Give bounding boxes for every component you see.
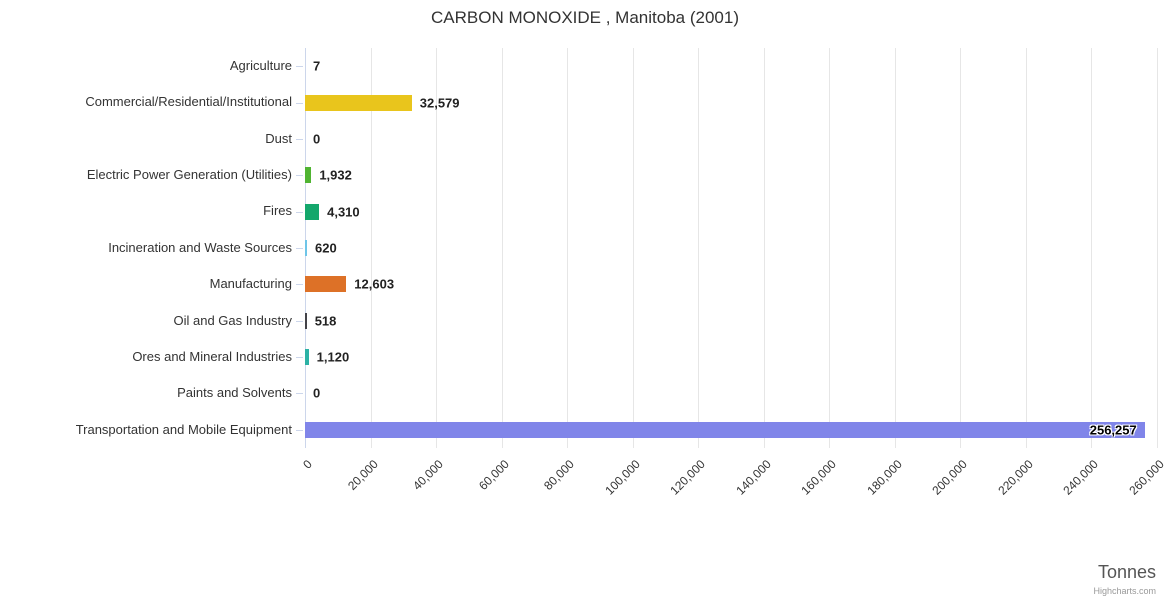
gridline <box>501 48 503 448</box>
chart-title: CARBON MONOXIDE , Manitoba (2001) <box>431 8 739 27</box>
bar[interactable] <box>305 276 347 293</box>
category-tick <box>296 429 303 431</box>
bar-value-label: 0 <box>313 131 321 147</box>
bar-value-label: 1,120 <box>316 349 350 365</box>
category-tick <box>296 284 303 286</box>
gridline <box>436 48 438 448</box>
bar-value-label: 620 <box>315 240 337 256</box>
gridline <box>698 48 700 448</box>
bar-value-label: 4,310 <box>327 204 360 220</box>
bar-value-label: 0 <box>313 385 321 401</box>
bar-value-label: 256,257 <box>1089 422 1137 438</box>
bar[interactable] <box>305 94 412 111</box>
category-tick <box>296 138 303 140</box>
category-label: Dust <box>265 130 292 146</box>
category-tick <box>296 211 303 213</box>
bar-value-label: 1,932 <box>319 167 352 183</box>
bar-value-label: 32,579 <box>419 95 460 111</box>
category-tick <box>296 393 303 395</box>
gridline <box>1091 48 1093 448</box>
gridline <box>894 48 896 448</box>
x-axis-labels: 0 20,000 40,000 60,000 80,000 100,000 120,000 1… <box>300 453 1167 533</box>
credits-link[interactable]: Highcharts.com <box>1093 586 1156 596</box>
bar[interactable] <box>305 203 320 220</box>
category-tick <box>296 320 303 322</box>
category-labels: Agriculture Commercial/Residential/Instit… <box>0 48 292 448</box>
category-tick <box>296 102 303 104</box>
bar[interactable] <box>305 421 1145 438</box>
category-label: Manufacturing <box>209 276 292 292</box>
gridline <box>632 48 634 448</box>
category-label: Ores and Mineral Industries <box>132 348 292 364</box>
category-label: Oil and Gas Industry <box>173 312 293 328</box>
bar-value-label: 518 <box>314 313 337 329</box>
category-label: Electric Power Generation (Utilities) <box>86 167 292 183</box>
plot-area: 7 32,579 0 1,932 4,310 620 12,603 518 1,120 0 256,… <box>296 48 1158 448</box>
gridline <box>829 48 831 448</box>
category-tick <box>296 66 303 68</box>
gridline <box>763 48 765 448</box>
gridline <box>1025 48 1027 448</box>
category-tick <box>296 357 303 359</box>
bar-value-label: 12,603 <box>354 276 395 292</box>
category-tick <box>296 248 303 249</box>
x-axis-title: Tonnes <box>1097 562 1156 582</box>
category-label: Agriculture <box>229 58 292 73</box>
gridline <box>960 48 962 448</box>
category-label: Commercial/Residential/Institutional <box>85 94 292 110</box>
category-tick <box>296 175 303 177</box>
bar[interactable] <box>305 167 312 184</box>
category-label: Incineration and Waste Sources <box>108 239 292 255</box>
gridline <box>1157 48 1158 448</box>
bar[interactable] <box>305 240 308 256</box>
category-label: Paints and Solvents <box>177 385 292 401</box>
bar[interactable] <box>305 349 309 366</box>
bar-value-label: 7 <box>313 58 321 74</box>
category-label: Transportation and Mobile Equipment <box>75 421 292 437</box>
gridline <box>567 48 569 448</box>
bar[interactable] <box>305 312 307 329</box>
category-label: Fires <box>263 203 292 219</box>
gridline <box>370 48 372 448</box>
